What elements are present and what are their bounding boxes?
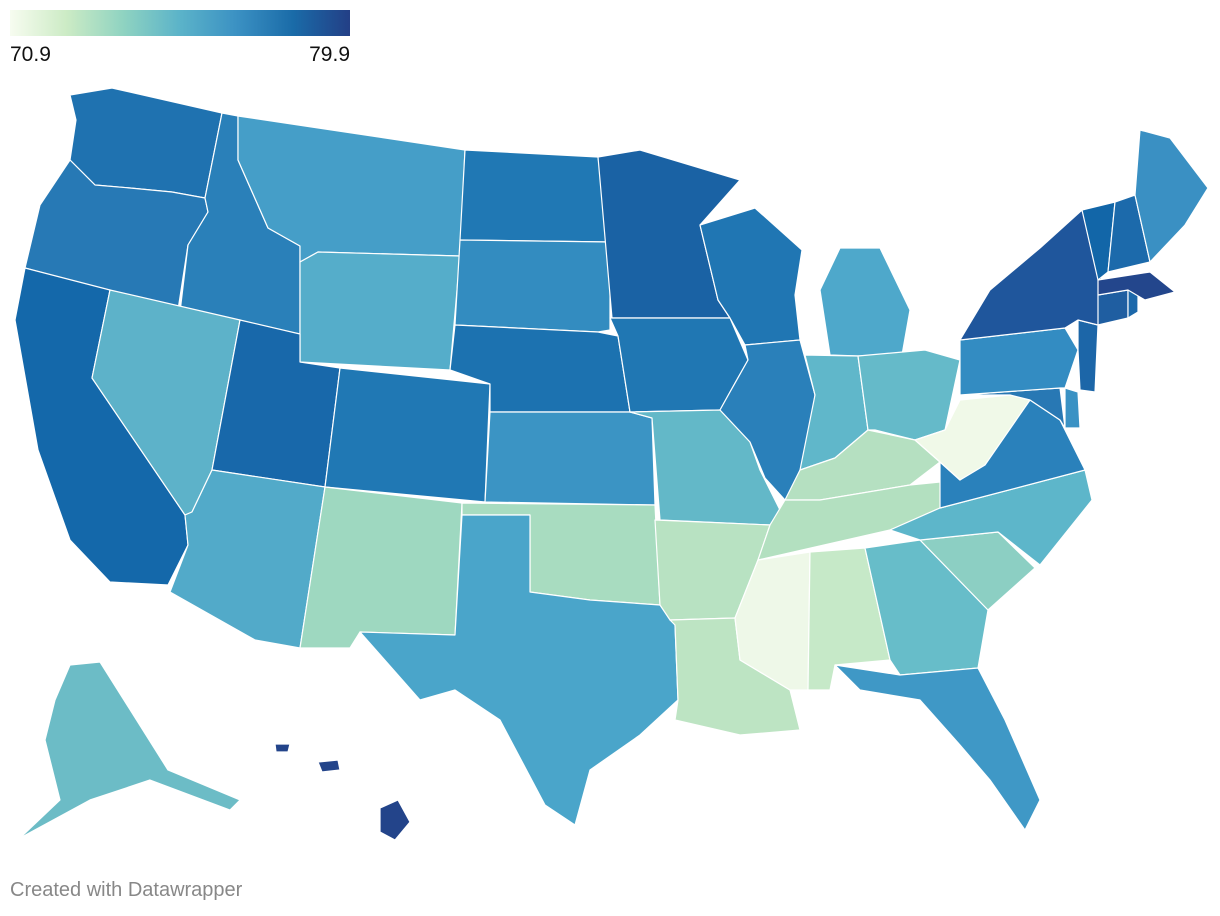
state-connecticut[interactable]	[1097, 289, 1129, 326]
state-michigan[interactable]	[819, 247, 911, 357]
state-delaware[interactable]	[1064, 387, 1081, 429]
state-wyoming[interactable]	[299, 251, 461, 371]
state-new-mexico[interactable]	[299, 486, 463, 649]
legend-max-label: 79.9	[309, 43, 350, 66]
legend-gradient-bar	[10, 10, 350, 36]
state-kansas[interactable]	[484, 411, 656, 506]
state-maine[interactable]	[1134, 129, 1209, 263]
state-hawaii[interactable]	[274, 743, 411, 841]
state-massachusetts[interactable]	[1097, 271, 1176, 301]
state-ohio[interactable]	[857, 349, 961, 441]
states-layer	[14, 87, 1209, 841]
state-new-york[interactable]	[959, 209, 1103, 341]
state-colorado[interactable]	[324, 367, 491, 503]
state-florida[interactable]	[834, 664, 1041, 831]
state-south-dakota[interactable]	[454, 239, 611, 333]
state-washington[interactable]	[69, 87, 223, 199]
legend-labels: 70.9 79.9	[10, 41, 350, 71]
color-legend: 70.9 79.9	[10, 10, 350, 71]
state-alaska[interactable]	[19, 661, 241, 839]
state-north-dakota[interactable]	[459, 149, 611, 243]
legend-min-label: 70.9	[10, 43, 51, 66]
state-texas[interactable]	[359, 514, 679, 826]
credit-text: Created with Datawrapper	[10, 879, 243, 901]
state-new-jersey[interactable]	[1077, 319, 1099, 393]
